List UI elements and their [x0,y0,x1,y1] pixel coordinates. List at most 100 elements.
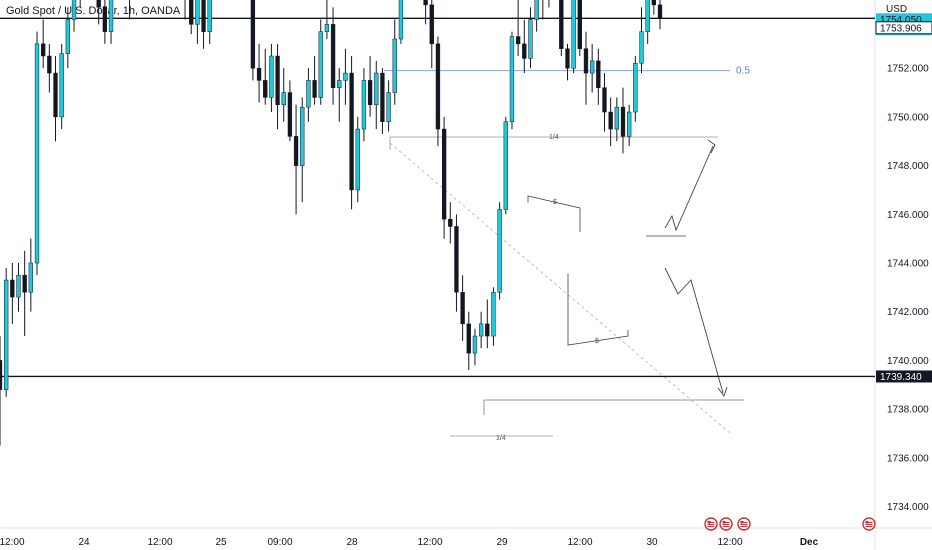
candle-body[interactable] [256,67,262,81]
candle-body[interactable] [337,80,342,88]
candle-body[interactable] [626,111,632,137]
candle-body[interactable] [608,111,613,130]
candle-body[interactable] [10,279,15,298]
us-flag-icon[interactable] [862,517,876,531]
candle-body[interactable] [534,0,539,20]
candle-body[interactable] [324,24,330,32]
candle-body[interactable] [108,0,114,32]
range-bottom-bracket [450,435,553,437]
candle-body[interactable] [312,80,317,98]
candle-body[interactable] [503,121,508,210]
candle-body[interactable] [392,38,397,93]
candle-body[interactable] [485,323,490,337]
candle-body[interactable] [651,0,656,6]
price-tick-label: 1752.000 [887,64,929,75]
candle-body[interactable] [34,43,40,264]
candle-body[interactable] [281,92,286,105]
candle-body[interactable] [435,43,441,130]
economic-events[interactable] [704,517,876,531]
us-flag-icon[interactable] [737,517,751,531]
candle-body[interactable] [497,209,502,293]
candle-body[interactable] [454,226,459,293]
candle-body[interactable] [318,31,323,98]
candle-body[interactable] [28,262,34,293]
candle-body[interactable] [71,0,77,20]
candle-body[interactable] [367,80,373,105]
candle-body[interactable] [639,31,644,64]
candle-body[interactable] [293,136,299,166]
candle-body[interactable] [472,335,478,354]
candles[interactable] [0,0,663,446]
candle-body[interactable] [528,19,533,59]
candle-body[interactable] [195,0,200,25]
candle-body[interactable] [614,106,619,130]
candle-body[interactable] [263,80,268,98]
annotation-top-quarter: 1/4 [549,134,559,141]
price-axis[interactable]: 1734.000 1736.000 1738.000 1740.000 1742.000… [887,0,929,513]
candle-body[interactable] [355,128,360,191]
candle-body[interactable] [423,0,428,6]
candle-body[interactable] [22,274,27,293]
horizontal-levels[interactable] [0,0,875,378]
candle-body[interactable] [596,60,601,88]
candle-body[interactable] [250,0,256,69]
candle-body[interactable] [645,0,650,32]
candle-body[interactable] [343,72,348,81]
candle-body[interactable] [509,36,515,123]
candle-body[interactable] [287,92,293,137]
candle-body[interactable] [275,55,280,105]
candle-body[interactable] [374,72,379,105]
candle-body[interactable] [583,48,589,74]
candle-body[interactable] [565,48,570,69]
candle-body[interactable] [602,87,607,113]
candle-body[interactable] [269,55,274,98]
candle-body[interactable] [522,43,527,59]
candle-body[interactable] [361,80,367,130]
candle-body[interactable] [633,63,638,113]
candle-body[interactable] [441,128,447,220]
candle-body[interactable] [429,4,434,45]
candle-body[interactable] [53,72,58,118]
candle-body[interactable] [102,7,108,32]
candle-body[interactable] [398,0,404,40]
candle-body[interactable] [448,218,453,227]
time-tick-label: 12:00 [0,537,25,548]
candle-body[interactable] [491,291,496,337]
candle-body[interactable] [47,55,52,74]
candle-body[interactable] [571,0,576,69]
price-tick-label: 1748.000 [887,161,929,172]
candle-body[interactable] [41,43,46,57]
candle-body[interactable] [657,4,663,19]
time-axis[interactable]: 12:00 24 12:00 25 09:00 28 12:00 29 12:00 30 12:00… [0,537,819,548]
candle-body[interactable] [386,92,391,123]
candle-body[interactable] [306,80,311,108]
candle-body[interactable] [16,274,21,298]
candle-body[interactable] [201,0,206,32]
candle-body[interactable] [349,72,354,191]
projection-up-path [664,145,714,232]
price-tick-label: 1742.000 [887,307,929,318]
candle-body[interactable] [460,291,465,325]
candle-body[interactable] [65,19,71,54]
candle-body[interactable] [559,0,564,49]
candle-body[interactable] [589,60,595,74]
candle-body[interactable] [380,72,385,123]
candle-body[interactable] [330,24,336,88]
candle-body[interactable] [466,323,471,354]
candle-body[interactable] [4,279,9,390]
candle-body[interactable] [96,0,101,8]
us-flag-icon[interactable] [719,517,733,531]
us-flag-icon[interactable] [704,517,718,531]
candle-body[interactable] [59,53,64,118]
candle-body[interactable] [577,0,582,49]
candle-body[interactable] [0,360,3,390]
candle-body[interactable] [620,106,626,137]
candle-body[interactable] [300,106,305,166]
candle-body[interactable] [189,0,194,25]
chart-title: Gold Spot / U.S. Dollar, 1h, OANDA [6,5,181,17]
candle-body[interactable] [207,0,212,32]
candle-body[interactable] [478,323,484,337]
candle-body[interactable] [515,36,521,45]
price-tick-label: 1750.000 [887,112,929,123]
